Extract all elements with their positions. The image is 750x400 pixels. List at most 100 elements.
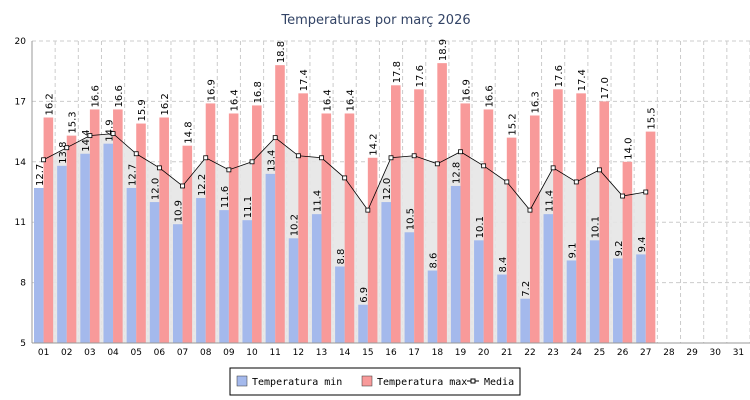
value-label: 15.2 (508, 113, 519, 135)
value-label: 18.8 (276, 41, 287, 63)
media-point (597, 167, 602, 173)
value-label: 12.8 (452, 162, 463, 184)
bar (636, 254, 646, 343)
bar (288, 238, 299, 343)
bar (367, 157, 378, 343)
value-label: 16.4 (230, 89, 241, 111)
legend-label: Media (484, 377, 514, 388)
media-point (365, 207, 371, 213)
x-tick-label: 08 (200, 348, 212, 358)
media-point (203, 155, 209, 161)
x-tick-label: 25 (594, 348, 605, 358)
x-tick-label: 13 (316, 348, 327, 358)
bar (89, 109, 100, 343)
bar (599, 101, 610, 344)
bar (66, 135, 77, 343)
x-tick-label: 22 (524, 348, 535, 358)
x-tick-label: 17 (408, 348, 419, 358)
media-point (156, 165, 162, 171)
value-label: 11.4 (313, 190, 324, 212)
value-label: 14.9 (104, 119, 115, 141)
x-tick-label: 12 (293, 348, 304, 358)
value-label: 12.7 (127, 164, 138, 186)
y-tick-label: 5 (20, 339, 26, 349)
media-point (434, 161, 440, 167)
bar (497, 274, 507, 343)
legend-label: Temperatura max (377, 377, 467, 388)
bar (172, 224, 183, 343)
bar (149, 202, 160, 343)
value-label: 17.6 (415, 65, 426, 87)
media-point (411, 153, 417, 159)
media-point (180, 183, 185, 189)
value-label: 10.5 (405, 208, 416, 230)
media-point (133, 151, 139, 157)
bar (182, 145, 193, 343)
media-point (620, 193, 626, 199)
bar (265, 173, 276, 343)
bar (159, 117, 169, 343)
value-label: 16.2 (44, 93, 55, 115)
value-label: 9.2 (614, 241, 625, 257)
x-tick-label: 15 (362, 348, 373, 358)
value-label: 8.8 (336, 249, 347, 265)
bar (205, 103, 216, 343)
chart-title: Temperaturas por març 2026 (280, 13, 470, 28)
legend-swatch (236, 375, 248, 387)
media-point (504, 179, 510, 185)
legend-swatch (361, 375, 373, 387)
y-tick-label: 17 (15, 97, 26, 107)
legend-label: Temperatura min (252, 377, 342, 388)
value-label: 17.0 (600, 77, 611, 99)
value-label: 16.6 (91, 85, 102, 107)
bar (228, 113, 239, 343)
bar (553, 89, 563, 343)
value-label: 16.4 (322, 89, 333, 111)
x-tick-label: 11 (269, 348, 280, 358)
x-tick-label: 29 (686, 348, 698, 358)
y-tick-label: 11 (15, 218, 26, 228)
bar (520, 298, 530, 343)
x-tick-label: 21 (501, 348, 512, 358)
bar (321, 113, 332, 343)
media-point (550, 165, 556, 171)
value-label: 12.0 (382, 178, 393, 200)
x-tick-label: 10 (246, 348, 258, 358)
value-label: 12.2 (197, 174, 208, 196)
bar (381, 202, 391, 343)
value-label: 10.1 (475, 216, 486, 238)
bar (136, 123, 146, 344)
bar (404, 232, 415, 343)
media-point (249, 159, 255, 165)
bar (344, 113, 355, 343)
media-point (458, 149, 463, 155)
bar (252, 105, 262, 343)
value-label: 11.1 (243, 196, 254, 218)
bar (335, 266, 345, 343)
value-label: 16.9 (461, 79, 472, 101)
media-point (110, 131, 116, 137)
x-tick-label: 20 (478, 348, 490, 358)
value-label: 10.1 (591, 216, 602, 238)
value-label: 16.9 (207, 79, 218, 101)
bar (103, 143, 114, 343)
media-point (481, 163, 487, 169)
bar (275, 65, 285, 343)
bar (43, 117, 54, 343)
media-point (388, 155, 394, 161)
x-tick-label: 05 (130, 348, 141, 358)
bar (437, 63, 447, 343)
value-label: 14.4 (81, 129, 92, 151)
value-label: 17.6 (554, 65, 565, 87)
media-point (87, 133, 93, 139)
x-tick-label: 04 (107, 348, 119, 358)
y-tick-label: 14 (15, 158, 27, 168)
bar (242, 220, 253, 343)
legend-swatch (470, 378, 476, 384)
x-tick-label: 02 (61, 348, 72, 358)
value-label: 17.4 (299, 69, 310, 91)
bar (414, 89, 424, 343)
bar (358, 304, 368, 343)
media-point (319, 155, 324, 161)
media-point (527, 207, 533, 213)
